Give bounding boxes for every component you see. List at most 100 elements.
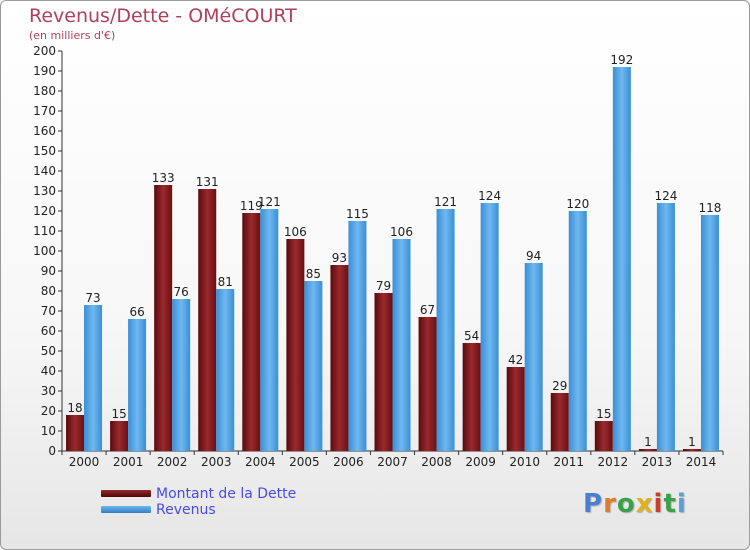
value-label-revenue: 120 — [566, 197, 589, 211]
y-tick-label: 50 — [41, 344, 56, 358]
value-label-revenue: 121 — [258, 195, 281, 209]
bar-revenue — [392, 239, 411, 451]
y-tick-label: 90 — [41, 264, 56, 278]
x-tick-label: 2004 — [245, 455, 276, 469]
value-label-debt: 15 — [111, 407, 126, 421]
y-tick-label: 100 — [33, 244, 56, 258]
bar-revenue — [304, 281, 323, 451]
x-tick-label: 2007 — [377, 455, 408, 469]
value-label-revenue: 81 — [218, 275, 233, 289]
bar-revenue — [568, 211, 587, 451]
x-tick-label: 2010 — [509, 455, 540, 469]
value-label-debt: 1 — [688, 435, 696, 449]
bar-revenue — [260, 209, 279, 451]
chart-title: Revenus/Dette - OMéCOURT — [29, 5, 297, 27]
value-label-revenue: 124 — [654, 189, 677, 203]
value-label-debt: 79 — [376, 279, 391, 293]
logo-letter: r — [603, 489, 617, 519]
value-label-revenue: 124 — [478, 189, 501, 203]
bar-debt — [594, 421, 613, 451]
y-tick-label: 150 — [33, 144, 56, 158]
bar-debt — [682, 449, 701, 451]
bar-debt — [330, 265, 349, 451]
legend-swatch-debt — [101, 490, 151, 497]
bar-debt — [110, 421, 129, 451]
bar-debt — [550, 393, 569, 451]
bar-revenue — [348, 221, 367, 451]
value-label-revenue: 85 — [306, 267, 321, 281]
y-tick-label: 10 — [41, 424, 56, 438]
y-tick-label: 160 — [33, 124, 56, 138]
bar-debt — [198, 189, 217, 451]
bar-revenue — [700, 215, 719, 451]
labels: 1873156613376131811191211068593115791066… — [67, 53, 721, 449]
y-tick-label: 120 — [33, 204, 56, 218]
value-label-debt: 131 — [196, 175, 219, 189]
bar-revenue — [436, 209, 455, 451]
x-tick-label: 2001 — [113, 455, 144, 469]
x-tick-label: 2005 — [289, 455, 320, 469]
value-label-debt: 119 — [240, 199, 263, 213]
bar-revenue — [480, 203, 499, 451]
logo-letter: o — [616, 489, 636, 519]
y-tick-label: 110 — [33, 224, 56, 238]
y-tick-label: 200 — [33, 44, 56, 58]
y-tick-label: 190 — [33, 64, 56, 78]
y-tick-label: 20 — [41, 404, 56, 418]
value-label-revenue: 192 — [610, 53, 633, 67]
value-label-debt: 67 — [420, 303, 435, 317]
x-tick-label: 2009 — [465, 455, 496, 469]
y-tick-label: 180 — [33, 84, 56, 98]
bar-revenue — [612, 67, 631, 451]
x-tick-label: 2002 — [157, 455, 188, 469]
bar-debt — [418, 317, 437, 451]
y-tick-label: 80 — [41, 284, 56, 298]
legend-label-revenue: Revenus — [156, 502, 216, 518]
bar-revenue — [128, 319, 147, 451]
value-label-debt: 18 — [67, 401, 82, 415]
y-tick-label: 30 — [41, 384, 56, 398]
value-label-revenue: 66 — [129, 305, 144, 319]
value-label-debt: 1 — [644, 435, 652, 449]
bar-debt — [66, 415, 85, 451]
x-tick-label: 2006 — [333, 455, 364, 469]
logo-letter: t — [663, 489, 677, 519]
bar-debt — [286, 239, 305, 451]
value-label-debt: 15 — [596, 407, 611, 421]
x-tick-label: 2013 — [642, 455, 673, 469]
y-tick-label: 130 — [33, 184, 56, 198]
bar-debt — [506, 367, 525, 451]
bar-debt — [154, 185, 173, 451]
bar-revenue — [216, 289, 235, 451]
x-tick-label: 2003 — [201, 455, 232, 469]
logo-letter: x — [635, 489, 654, 519]
value-label-debt: 54 — [464, 329, 479, 343]
value-label-debt: 93 — [332, 251, 347, 265]
y-tick-label: 40 — [41, 364, 56, 378]
value-label-revenue: 76 — [174, 285, 189, 299]
bar-revenue — [172, 299, 191, 451]
value-label-debt: 29 — [552, 379, 567, 393]
value-label-debt: 42 — [508, 353, 523, 367]
x-tick-label: 2012 — [598, 455, 629, 469]
value-label-revenue: 106 — [390, 225, 413, 239]
x-tick-label: 2014 — [686, 455, 717, 469]
bar-revenue — [524, 263, 543, 451]
value-label-revenue: 118 — [699, 201, 722, 215]
value-label-debt: 106 — [284, 225, 307, 239]
bar-debt — [462, 343, 481, 451]
bar-debt — [242, 213, 261, 451]
legend-swatch-revenue — [101, 506, 151, 513]
y-tick-label: 170 — [33, 104, 56, 118]
value-label-debt: 133 — [152, 171, 175, 185]
y-tick-label: 70 — [41, 304, 56, 318]
logo-letter: i — [653, 489, 664, 519]
legend-label-debt: Montant de la Dette — [156, 486, 297, 502]
proxiti-logo: Proxiti — [583, 489, 687, 519]
value-label-revenue: 73 — [85, 291, 100, 305]
y-tick-label: 60 — [41, 324, 56, 338]
logo-letter: P — [583, 489, 604, 519]
value-label-revenue: 115 — [346, 207, 369, 221]
x-tick-label: 2000 — [69, 455, 100, 469]
